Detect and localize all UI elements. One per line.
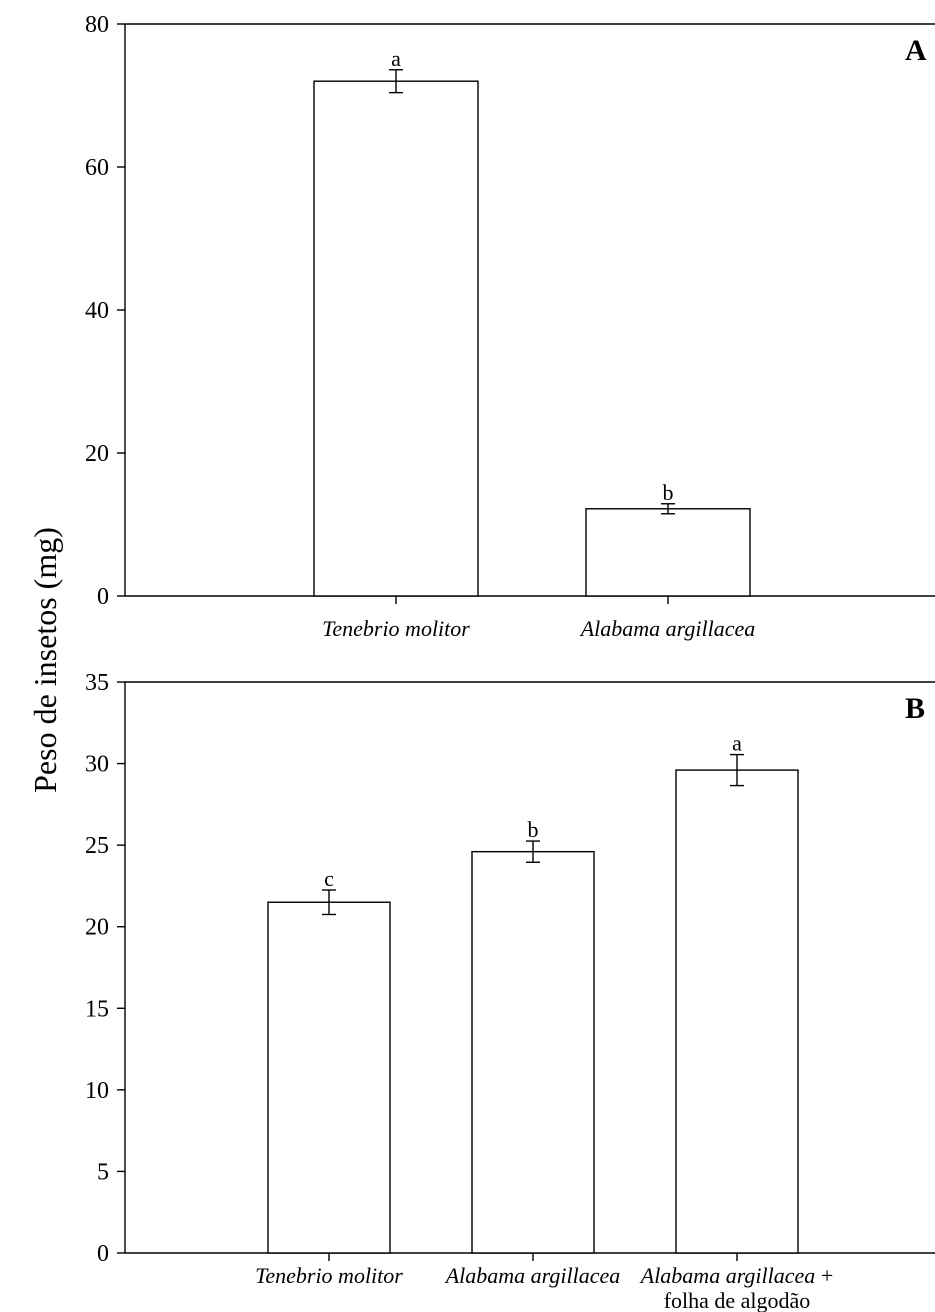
y-tick-label: 30 bbox=[85, 752, 109, 778]
y-tick-label: 15 bbox=[85, 996, 109, 1022]
significance-label: c bbox=[324, 866, 334, 891]
y-tick-label: 5 bbox=[97, 1159, 109, 1185]
category-label-line2: folha de algodão bbox=[664, 1288, 811, 1312]
y-tick-label: 25 bbox=[85, 833, 109, 859]
bar bbox=[267, 901, 391, 1254]
category-label: Alabama argillacea + bbox=[639, 1263, 833, 1288]
bar bbox=[585, 508, 751, 597]
y-tick-label: 60 bbox=[85, 155, 109, 181]
category-label: Alabama argillacea bbox=[579, 616, 756, 641]
y-tick-label: 35 bbox=[85, 670, 109, 696]
y-tick-label: 80 bbox=[85, 12, 109, 38]
category-label: Tenebrio molitor bbox=[322, 616, 470, 641]
significance-label: a bbox=[732, 731, 742, 756]
panel-b-chart: 0 5 10 15 20 25 30 35 Bc Tenebrio molitor b Alabama… bbox=[85, 670, 935, 1312]
y-tick-label: 20 bbox=[85, 441, 109, 467]
bar bbox=[313, 80, 479, 597]
y-tick-label: 0 bbox=[97, 584, 109, 610]
significance-label: b bbox=[663, 480, 674, 505]
y-tick-label: 10 bbox=[85, 1078, 109, 1104]
category-label: Tenebrio molitor bbox=[255, 1263, 403, 1288]
significance-label: a bbox=[391, 46, 401, 71]
category-label: Alabama argillacea bbox=[444, 1263, 621, 1288]
panel-letter: B bbox=[905, 692, 925, 725]
bar bbox=[471, 850, 595, 1254]
y-tick-label: 20 bbox=[85, 915, 109, 941]
y-tick-label: 0 bbox=[97, 1241, 109, 1267]
panel-a-chart: 0 20 40 60 80 Aa Tenebrio molitor b Alabama argi… bbox=[85, 12, 935, 641]
y-axis-title: Peso de insetos (mg) bbox=[27, 527, 63, 793]
significance-label: b bbox=[528, 817, 539, 842]
y-tick-label: 40 bbox=[85, 298, 109, 324]
panel-letter: A bbox=[905, 34, 927, 67]
bar bbox=[675, 769, 799, 1254]
